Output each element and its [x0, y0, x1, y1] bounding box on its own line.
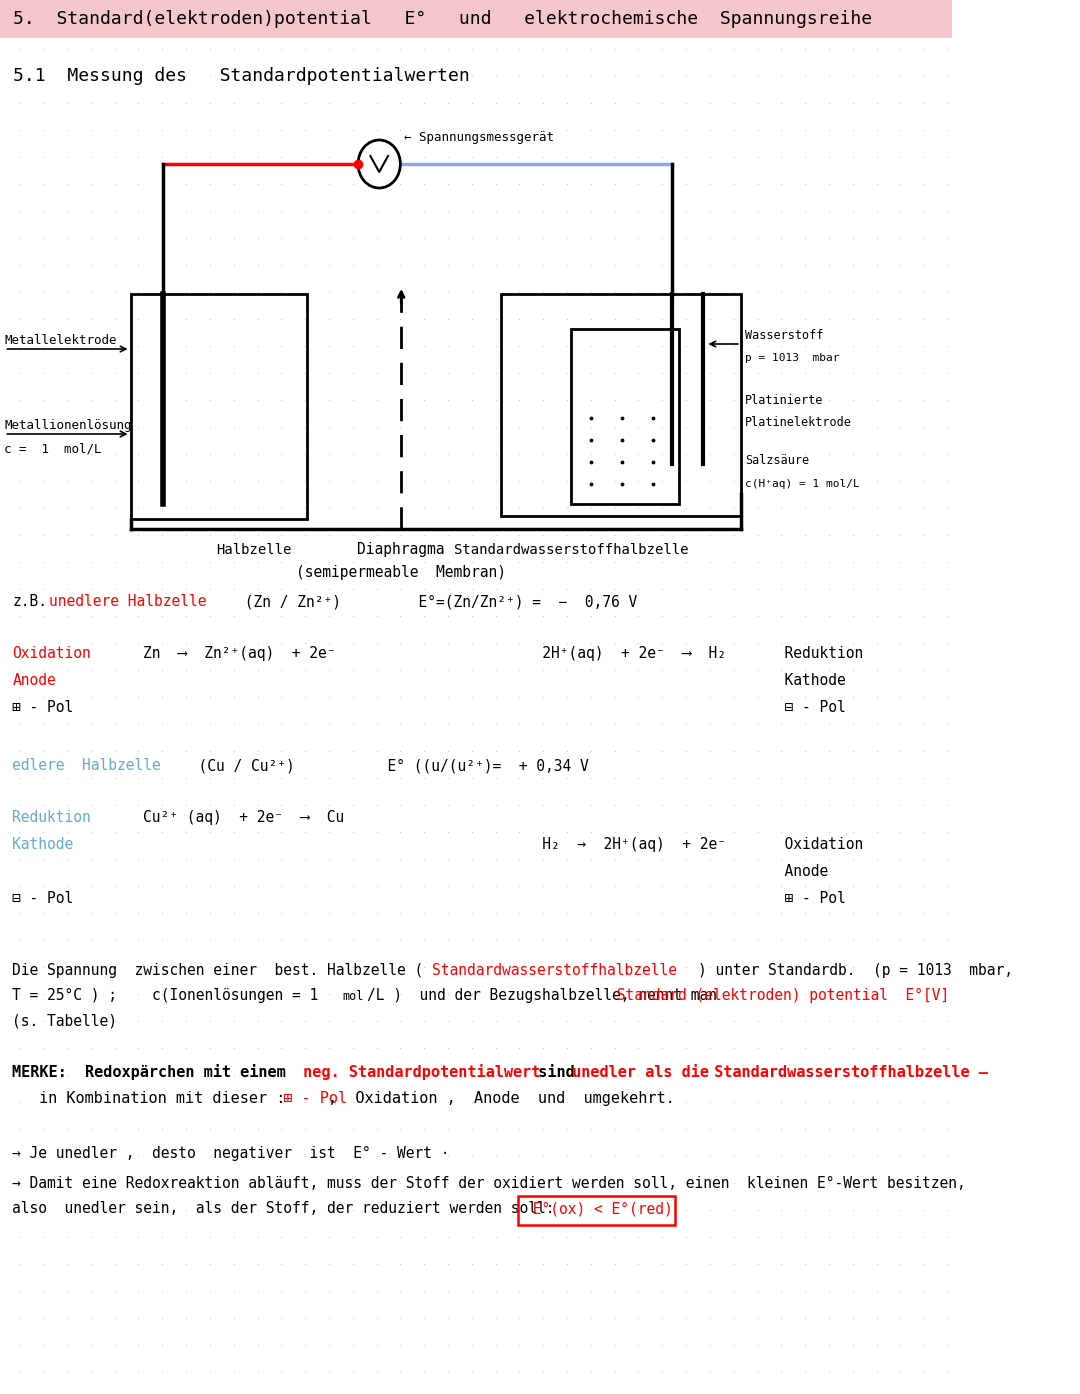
Text: c(H⁺aq) = 1 mol/L: c(H⁺aq) = 1 mol/L [745, 480, 860, 489]
Text: /L )  und der Bezugshalbzelle, nennt man: /L ) und der Bezugshalbzelle, nennt man [367, 988, 717, 1004]
Bar [0, 0, 953, 38]
Text: → Je unedler ,  desto  negativer  ist  E° - Wert ·: → Je unedler , desto negativer ist E° - … [12, 1146, 450, 1161]
Bar [131, 294, 307, 519]
Text: Cu²⁺ (aq)  + 2e⁻  ⟶  Cu: Cu²⁺ (aq) + 2e⁻ ⟶ Cu [108, 810, 343, 825]
Text: Oxidation: Oxidation [12, 645, 91, 661]
Text: (Zn / Zn²⁺): (Zn / Zn²⁺) [237, 594, 341, 609]
Text: mol: mol [342, 990, 364, 1004]
Text: (semipermeable  Membran): (semipermeable Membran) [296, 565, 507, 580]
Text: Standardwasserstoffhalbzelle –: Standardwasserstoffhalbzelle – [705, 1065, 988, 1080]
Text: Die Spannung  zwischen einer  best. Halbzelle (: Die Spannung zwischen einer best. Halbze… [12, 963, 423, 979]
Text: unedlere Halbzelle: unedlere Halbzelle [50, 594, 207, 609]
Text: Platinelektrode: Platinelektrode [745, 415, 852, 429]
Text: ⊞ - Pol: ⊞ - Pol [265, 1092, 347, 1105]
Text: (s. Tabelle): (s. Tabelle) [12, 1013, 118, 1027]
Text: MERKE:  Redoxpärchen mit einem: MERKE: Redoxpärchen mit einem [12, 1064, 286, 1080]
Text: Salzsäure: Salzsäure [745, 454, 809, 467]
Text: Kathode: Kathode [767, 673, 846, 689]
Text: sind: sind [521, 1065, 575, 1080]
Text: E°(ox) < E°(red): E°(ox) < E°(red) [524, 1202, 681, 1216]
Text: c =  1  mol/L: c = 1 mol/L [4, 442, 102, 454]
Text: Standard (elektroden) potential  E°[V]: Standard (elektroden) potential E°[V] [608, 988, 949, 1004]
Text: Anode: Anode [12, 673, 56, 689]
Text: Metallelektrode: Metallelektrode [4, 335, 117, 347]
Text: Wasserstoff: Wasserstoff [745, 329, 824, 342]
Text: Metallionenlösung: Metallionenlösung [4, 420, 132, 432]
Text: ⊞ - Pol: ⊞ - Pol [767, 891, 846, 906]
Text: Diaphragma: Diaphragma [357, 542, 445, 558]
Text: → Damit eine Redoxreaktion abläuft, muss der Stoff der oxidiert werden soll, ein: → Damit eine Redoxreaktion abläuft, muss… [12, 1177, 967, 1190]
Text: Anode: Anode [767, 864, 828, 880]
Text: 5.1  Messung des   Standardpotentialwerten: 5.1 Messung des Standardpotentialwerten [13, 67, 470, 85]
Text: ⊟ - Pol: ⊟ - Pol [767, 700, 846, 715]
Text: neg. Standardpotentialwert: neg. Standardpotentialwert [294, 1064, 540, 1080]
Text: ,  Oxidation ,  Anode  und  umgekehrt.: , Oxidation , Anode und umgekehrt. [328, 1092, 675, 1105]
Text: p = 1013  mbar: p = 1013 mbar [745, 353, 839, 362]
Bar [501, 294, 741, 516]
Circle shape [359, 139, 401, 188]
Text: Standardwasserstoffhalbzelle: Standardwasserstoffhalbzelle [432, 963, 677, 979]
Text: ⊞ - Pol: ⊞ - Pol [12, 700, 73, 715]
Text: edlere  Halbzelle: edlere Halbzelle [12, 758, 161, 774]
Text: also  unedler sein,  als der Stoff, der reduziert werden soll:: also unedler sein, als der Stoff, der re… [12, 1202, 555, 1216]
Text: (Cu / Cu²⁺): (Cu / Cu²⁺) [180, 758, 295, 774]
Text: in Kombination mit dieser :: in Kombination mit dieser : [39, 1092, 285, 1105]
Text: z.B.: z.B. [12, 594, 48, 609]
Text: Oxidation: Oxidation [767, 836, 864, 852]
Bar [571, 329, 679, 505]
Text: Zn  ⟶  Zn²⁺(aq)  + 2e⁻: Zn ⟶ Zn²⁺(aq) + 2e⁻ [108, 645, 335, 661]
Text: unedler als die: unedler als die [563, 1065, 708, 1080]
Text: T = 25°C ) ;    c(Ionenlösungen = 1: T = 25°C ) ; c(Ionenlösungen = 1 [12, 988, 319, 1004]
Text: ⊟ - Pol: ⊟ - Pol [12, 891, 73, 906]
Text: 2H⁺(aq)  + 2e⁻  ⟶  H₂: 2H⁺(aq) + 2e⁻ ⟶ H₂ [481, 645, 726, 661]
Text: 5.  Standard(elektroden)potential   E°   und   elektrochemische  Spannungsreihe: 5. Standard(elektroden)potential E° und … [13, 10, 873, 28]
Text: E°=(Zn/Zn²⁺) =  −  0,76 V: E°=(Zn/Zn²⁺) = − 0,76 V [366, 594, 637, 609]
Text: Kathode: Kathode [12, 836, 73, 852]
Text: Halbzelle: Halbzelle [216, 544, 292, 558]
Text: Reduktion: Reduktion [767, 645, 864, 661]
Text: ) unter Standardb.  (p = 1013  mbar,: ) unter Standardb. (p = 1013 mbar, [699, 963, 1013, 979]
Text: Reduktion: Reduktion [12, 810, 91, 825]
Text: Standardwasserstoffhalbzelle: Standardwasserstoffhalbzelle [455, 544, 689, 558]
Text: E° ((u/(u²⁺)=  + 0,34 V: E° ((u/(u²⁺)= + 0,34 V [335, 758, 589, 774]
Text: ← Spannungsmessgerät: ← Spannungsmessgerät [404, 131, 554, 144]
Text: H₂  →  2H⁺(aq)  + 2e⁻: H₂ → 2H⁺(aq) + 2e⁻ [481, 836, 726, 852]
Text: Platinierte: Platinierte [745, 395, 824, 407]
